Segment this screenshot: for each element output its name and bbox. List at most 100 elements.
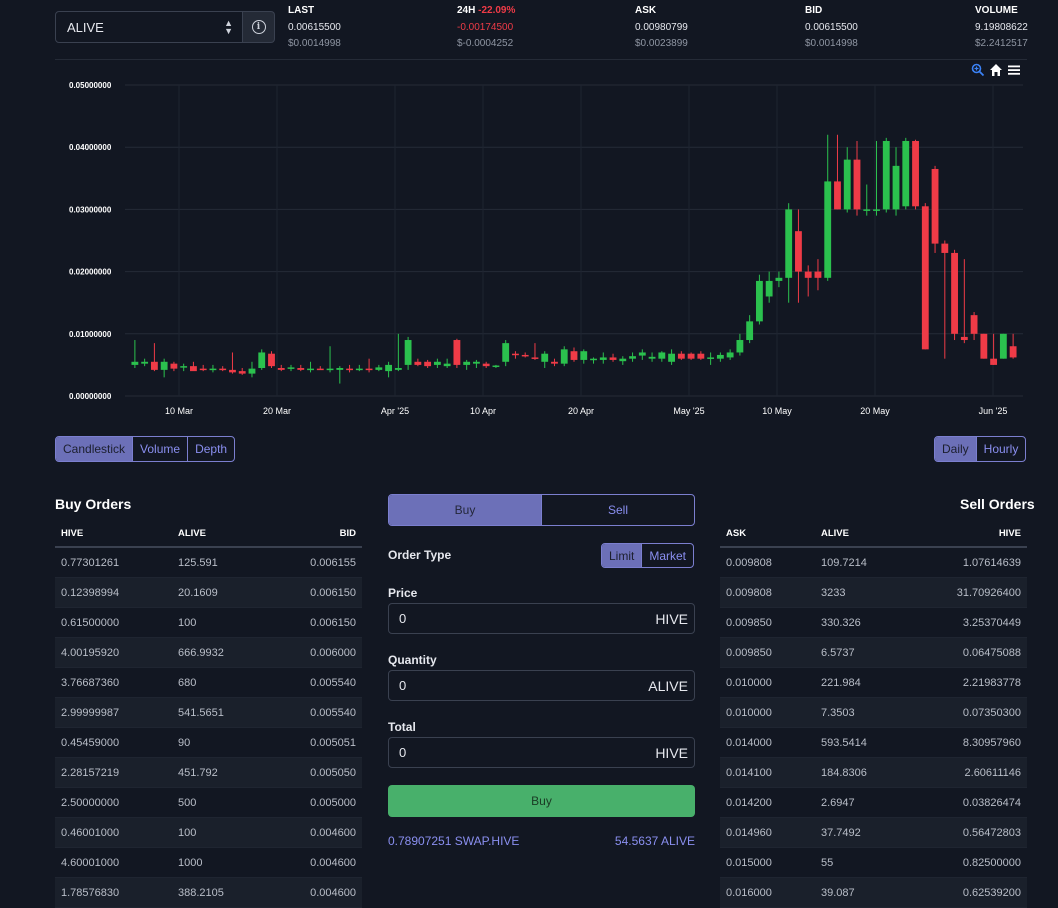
quantity-input[interactable] bbox=[399, 678, 599, 693]
stat-bid-usd: $0.0014998 bbox=[805, 38, 858, 49]
sell-orders-cell: 0.03826474 bbox=[962, 796, 1021, 809]
candle-body bbox=[863, 209, 871, 211]
buy-orders-row[interactable]: 0.77301261 125.591 0.006155 bbox=[55, 548, 362, 578]
buy-orders-row[interactable]: 0.61500000 100 0.006150 bbox=[55, 608, 362, 638]
home-reset-icon[interactable] bbox=[989, 63, 1003, 77]
limit-button[interactable]: Limit bbox=[602, 544, 642, 567]
depth-button[interactable]: Depth bbox=[187, 437, 234, 461]
pair-select[interactable]: ALIVE ▲ ▼ bbox=[55, 11, 243, 43]
sell-orders-cell: 0.014000 bbox=[726, 736, 772, 749]
buy-orders-cell: 4.60001000 bbox=[61, 856, 120, 869]
buy-orders-row[interactable]: 2.99999987 541.5651 0.005540 bbox=[55, 698, 362, 728]
sell-orders-row[interactable]: 0.014000 593.5414 8.30957960 bbox=[720, 728, 1027, 758]
info-button[interactable]: i bbox=[243, 11, 275, 43]
sell-orders-cell: 221.984 bbox=[821, 676, 861, 689]
total-label: Total bbox=[388, 720, 416, 734]
buy-orders-cell: 2.50000000 bbox=[61, 796, 120, 809]
candle-body bbox=[541, 353, 549, 362]
market-button[interactable]: Market bbox=[641, 544, 693, 567]
candle-body bbox=[277, 368, 285, 370]
y-tick-label: 0.00000000 bbox=[69, 392, 112, 401]
buy-orders-row[interactable]: 0.45459000 90 0.005051 bbox=[55, 728, 362, 758]
zoom-icon[interactable] bbox=[971, 63, 985, 77]
stat-last: LAST 0.00615500 $0.0014998 bbox=[288, 5, 341, 50]
tab-buy[interactable]: Buy bbox=[389, 495, 541, 525]
buy-orders-row[interactable]: 2.50000000 500 0.005000 bbox=[55, 788, 362, 818]
stat-last-label: LAST bbox=[288, 5, 315, 16]
total-input[interactable] bbox=[399, 745, 599, 760]
candle-body bbox=[131, 361, 139, 365]
candle-body bbox=[970, 315, 978, 334]
sell-orders-row[interactable]: 0.009850 6.5737 0.06475088 bbox=[720, 638, 1027, 668]
sell-orders-cell: 3.25370449 bbox=[962, 616, 1021, 629]
buy-sell-tabs: Buy Sell bbox=[388, 494, 695, 526]
order-type-label: Order Type bbox=[388, 548, 452, 562]
submit-buy-button[interactable]: Buy bbox=[388, 785, 695, 817]
buy-orders-cell: 666.9932 bbox=[178, 646, 224, 659]
candle-body bbox=[365, 368, 373, 371]
buy-orders-row[interactable]: 1.78576830 388.2105 0.004600 bbox=[55, 878, 362, 908]
buy-orders-cell: 0.005051 bbox=[310, 736, 356, 749]
candle-body bbox=[394, 368, 402, 370]
candle-body bbox=[795, 231, 802, 272]
sell-orders-cell: 0.009850 bbox=[726, 616, 772, 629]
stat-last-usd: $0.0014998 bbox=[288, 38, 341, 49]
x-tick-label: Apr '25 bbox=[381, 406, 409, 416]
buy-orders-cell: 0.006150 bbox=[310, 586, 356, 599]
price-input[interactable] bbox=[399, 611, 599, 626]
x-tick-label: 20 Mar bbox=[263, 406, 291, 416]
buy-col-bid: BID bbox=[339, 528, 356, 539]
sell-orders-row[interactable]: 0.010000 7.3503 0.07350300 bbox=[720, 698, 1027, 728]
stat-volume-label: VOLUME bbox=[975, 5, 1018, 16]
candle-body bbox=[512, 353, 519, 356]
buy-orders-row[interactable]: 0.46001000 100 0.004600 bbox=[55, 818, 362, 848]
candle-body bbox=[775, 277, 783, 281]
buy-orders-row[interactable]: 4.00195920 666.9932 0.006000 bbox=[55, 638, 362, 668]
candle-body bbox=[658, 352, 666, 359]
x-tick-label: 20 Apr bbox=[568, 406, 594, 416]
sell-orders-row[interactable]: 0.016000 39.087 0.62539200 bbox=[720, 878, 1027, 908]
buy-orders-row[interactable]: 4.60001000 1000 0.004600 bbox=[55, 848, 362, 878]
candle-body bbox=[336, 368, 344, 370]
buy-orders-row[interactable]: 3.76687360 680 0.005540 bbox=[55, 668, 362, 698]
buy-orders-cell: 90 bbox=[178, 736, 191, 749]
candle-body bbox=[238, 371, 246, 374]
daily-button[interactable]: Daily bbox=[935, 437, 976, 461]
hourly-button[interactable]: Hourly bbox=[975, 437, 1026, 461]
sell-orders-cell: 109.7214 bbox=[821, 556, 867, 569]
buy-orders-row[interactable]: 2.28157219 451.792 0.005050 bbox=[55, 758, 362, 788]
quantity-label: Quantity bbox=[388, 653, 437, 667]
sell-orders-row[interactable]: 0.009808 109.7214 1.07614639 bbox=[720, 548, 1027, 578]
sell-orders-row[interactable]: 0.010000 221.984 2.21983778 bbox=[720, 668, 1027, 698]
buy-orders-cell: 1.78576830 bbox=[61, 886, 120, 899]
candle-body bbox=[697, 353, 705, 359]
candle-body bbox=[287, 367, 295, 369]
menu-icon[interactable] bbox=[1007, 63, 1021, 77]
candle-body bbox=[326, 368, 334, 371]
sell-orders-row[interactable]: 0.014200 2.6947 0.03826474 bbox=[720, 788, 1027, 818]
sell-orders-cell: 0.009808 bbox=[726, 556, 772, 569]
volume-button[interactable]: Volume bbox=[132, 437, 187, 461]
buy-orders-cell: 0.006155 bbox=[310, 556, 356, 569]
sell-orders-cell: 0.009850 bbox=[726, 646, 772, 659]
quantity-unit: ALIVE bbox=[648, 677, 688, 694]
candle-body bbox=[951, 252, 958, 334]
stat-bid-label: BID bbox=[805, 5, 823, 16]
sell-orders-row[interactable]: 0.014100 184.8306 2.60611146 bbox=[720, 758, 1027, 788]
tab-sell[interactable]: Sell bbox=[541, 495, 694, 525]
candlestick-button[interactable]: Candlestick bbox=[56, 437, 133, 461]
sell-orders-cell: 3233 bbox=[821, 586, 846, 599]
buy-orders-cell: 0.006150 bbox=[310, 616, 356, 629]
candle-body bbox=[219, 368, 227, 371]
balance-alive[interactable]: 54.5637 ALIVE bbox=[614, 834, 695, 848]
buy-orders-row[interactable]: 0.12398994 20.1609 0.006150 bbox=[55, 578, 362, 608]
balance-hive[interactable]: 0.78907251 SWAP.HIVE bbox=[388, 834, 520, 848]
buy-orders-cell: 3.76687360 bbox=[61, 676, 120, 689]
candle-body bbox=[941, 243, 949, 253]
sell-orders-row[interactable]: 0.009808 3233 31.70926400 bbox=[720, 578, 1027, 608]
price-chart[interactable]: 0.05000000 0.04000000 0.03000000 0.02000000… bbox=[55, 59, 1027, 431]
sell-orders-row[interactable]: 0.009850 330.326 3.25370449 bbox=[720, 608, 1027, 638]
updown-chevron-icon: ▲ ▼ bbox=[224, 18, 233, 36]
sell-orders-row[interactable]: 0.015000 55 0.82500000 bbox=[720, 848, 1027, 878]
sell-orders-row[interactable]: 0.014960 37.7492 0.56472803 bbox=[720, 818, 1027, 848]
